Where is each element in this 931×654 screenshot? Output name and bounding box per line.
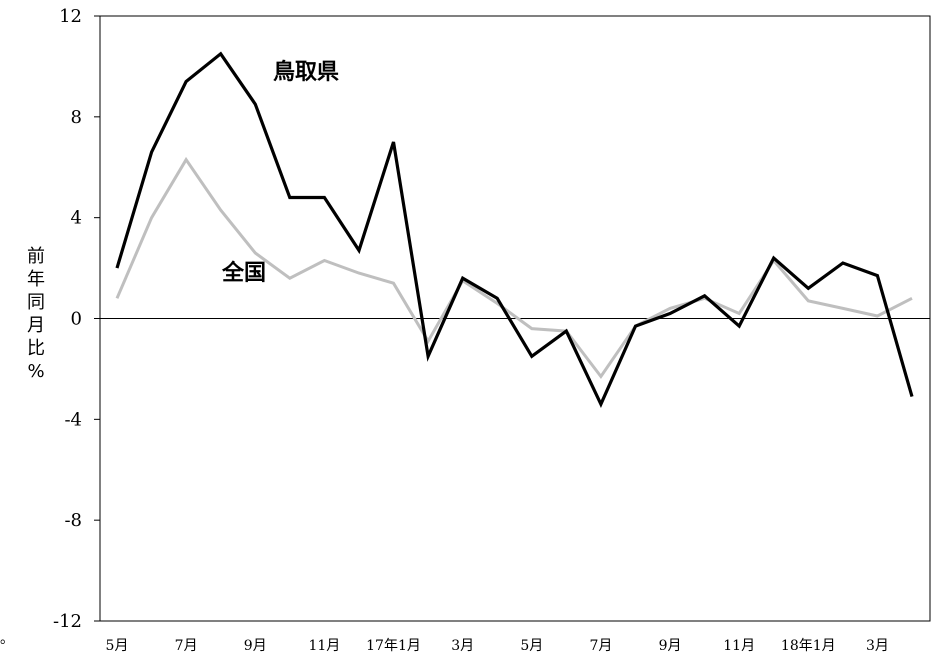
x-tick-label: 5月 [106,638,129,654]
y-tick-label: -8 [64,510,82,531]
x-tick-label: 3月 [866,638,889,654]
x-tick-label: 11月 [723,638,755,654]
y-tick-label: 0 [71,309,82,330]
y-axis-label-char: 月 [27,315,45,336]
y-axis-label-char: % [27,361,44,382]
y-tick-label: 8 [71,107,82,128]
x-tick-label: 17年1月 [366,638,421,654]
y-tick-label: -4 [64,409,82,430]
x-tick-label: 18年1月 [781,638,836,654]
edge-text: 。 [0,631,14,647]
series-line-national [115,156,913,380]
y-axis-label-char: 同 [27,292,45,313]
y-tick-label: -12 [53,611,82,632]
x-tick-label: 7月 [175,638,198,654]
series-line-tottori [115,51,914,409]
axes [94,15,931,622]
x-tick-label: 3月 [451,638,474,654]
x-tick-labels: 5月 7月 9月 11月 17年1月 3月 5月 7月 9月 11月 18年1月 3月 [106,638,889,654]
y-axis-label-char: 比 [27,338,45,359]
x-tick-label: 7月 [589,638,612,654]
y-tick-label: 4 [71,208,82,229]
series-label-national: 全国 [221,260,266,286]
y-axis-label-char: 年 [27,269,45,290]
x-tick-label: 9月 [659,638,682,654]
y-tick-labels: 12 8 4 0 -4 -8 -12 [53,6,82,632]
y-tick-label: 12 [59,6,82,27]
x-tick-label: 11月 [308,638,340,654]
series-label-tottori: 鳥取県 [273,59,339,85]
x-tick-label: 5月 [520,638,543,654]
x-tick-label: 9月 [244,638,267,654]
series-lines [115,51,914,409]
y-axis-label-char: 前 [27,246,45,267]
